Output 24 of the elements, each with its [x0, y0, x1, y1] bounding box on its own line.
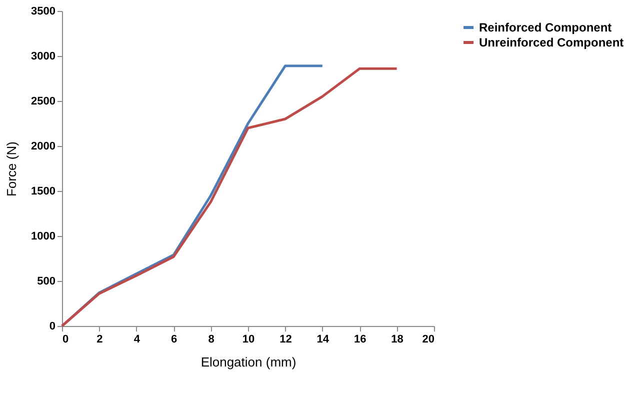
x-tick-label: 8 [208, 334, 214, 346]
x-tick-label: 20 [422, 334, 434, 346]
y-tick-label: 0 [49, 320, 56, 332]
x-tick-label: 16 [354, 334, 366, 346]
legend-label: Unreinforced Component [479, 36, 624, 50]
x-tick-label: 4 [134, 334, 141, 346]
y-tick-label: 2000 [31, 140, 56, 152]
x-tick-label: 2 [96, 334, 103, 346]
y-tick-label: 2500 [31, 96, 56, 108]
line-series [60, 67, 398, 328]
y-axis-title: Force (N) [4, 142, 20, 196]
y-tick-label: 1500 [31, 186, 56, 198]
x-tick-label: 0 [62, 334, 69, 346]
y-tick-label: 3000 [31, 50, 56, 62]
x-tick-label: 12 [280, 334, 292, 346]
x-tick-label: 6 [171, 334, 178, 346]
y-tick-label: 1000 [31, 230, 56, 242]
y-tick-label: 500 [37, 276, 56, 288]
y-tick-label: 3500 [31, 6, 56, 18]
x-tick-label: 18 [391, 334, 404, 346]
x-tick-label: 14 [316, 334, 330, 346]
x-tick-label: 10 [242, 334, 255, 346]
legend-label: Reinforced Component [479, 20, 612, 34]
x-axis-title: Elongation (mm) [200, 354, 296, 370]
